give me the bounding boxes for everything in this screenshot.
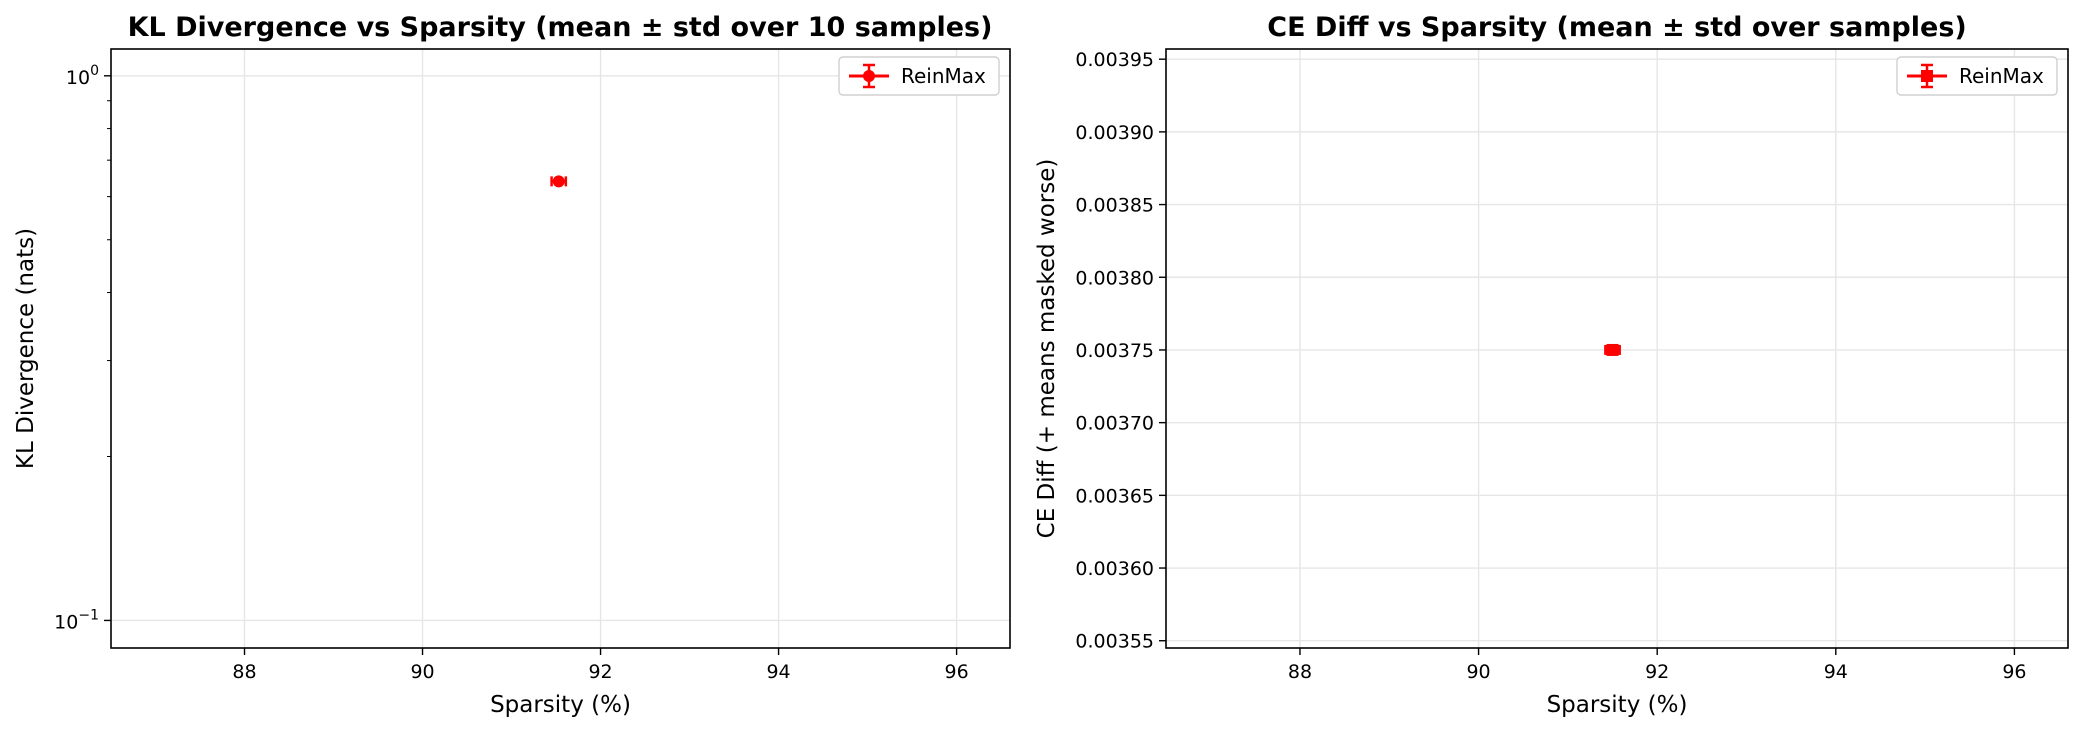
legend: ReinMax [838,56,1000,96]
legend: ReinMax [1896,56,2058,96]
y-tick-label: 0.00360 [1075,558,1154,580]
legend-square-marker [1921,70,1933,82]
y-tick-base: 10 [66,67,90,89]
y-tick-base: 10 [54,611,78,633]
data-point [550,175,568,188]
x-tick-label: 96 [2002,661,2026,683]
x-axis-label: Sparsity (%) [1547,692,1688,718]
y-tick-label: 0.00370 [1075,413,1154,435]
y-axis-label: CE Diff (+ means masked worse) [1034,159,1060,539]
y-tick-label: 0.00365 [1075,485,1154,507]
x-tick-label: 94 [766,661,790,683]
data-point [1604,343,1621,356]
chart-title: CE Diff vs Sparsity (mean ± std over sam… [1267,12,1966,43]
y-axis-label: KL Divergence (nats) [13,228,39,469]
y-tick-label: 0.00395 [1075,49,1154,71]
x-axis-label: Sparsity (%) [490,692,631,718]
plot-frame [110,48,1011,649]
y-tick-label: 0.00380 [1075,267,1154,289]
square-marker [1606,343,1619,356]
y-tick-label: 100 [66,63,99,89]
x-tick-label: 92 [588,661,612,683]
y-tick-exponent: 0 [90,63,99,79]
legend-label: ReinMax [901,64,986,88]
y-tick-label: 0.00375 [1075,340,1154,362]
legend-label: ReinMax [1959,64,2044,88]
y-tick-exponent: −1 [78,607,99,623]
x-tick-label: 94 [1824,661,1848,683]
y-tick-label: 0.00385 [1075,195,1154,217]
circle-marker [552,175,565,188]
x-tick-label: 90 [410,661,434,683]
legend-circle-marker [863,70,875,82]
x-tick-label: 92 [1645,661,1669,683]
x-tick-label: 88 [232,661,256,683]
legend-frame [838,56,1000,96]
plot-frame [1165,48,2069,649]
y-tick-label: 0.00390 [1075,122,1154,144]
chart-panel-2: 88 90 92 94 96 0.00355 0.00360 0.00365 0.00370 0.… [1034,12,2069,718]
y-tick-label: 0.00355 [1075,631,1154,653]
x-tick-label: 90 [1466,661,1490,683]
chart-title: KL Divergence vs Sparsity (mean ± std ov… [128,12,993,43]
x-tick-label: 96 [945,661,969,683]
x-tick-label: 88 [1288,661,1312,683]
y-tick-label: 10−1 [54,607,99,633]
legend-frame [1896,56,2058,96]
